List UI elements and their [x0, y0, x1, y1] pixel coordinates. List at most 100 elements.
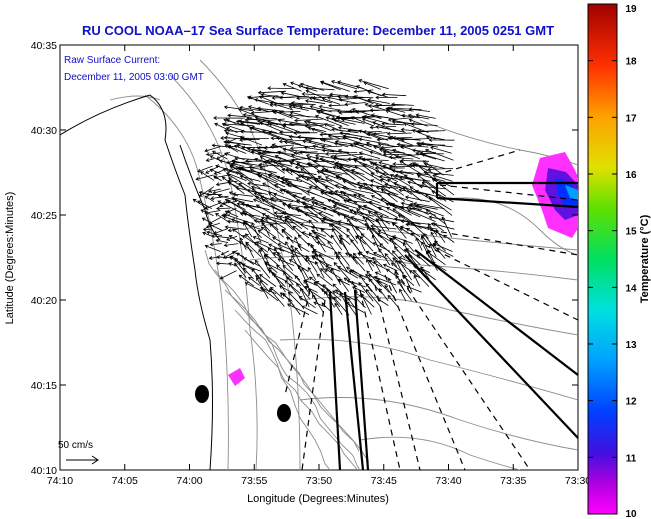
- current-vector: [349, 209, 374, 217]
- current-vector: [277, 118, 303, 125]
- current-vector: [407, 180, 429, 188]
- current-vector: [342, 136, 372, 148]
- current-vector: [258, 95, 278, 104]
- current-vector: [349, 143, 373, 153]
- current-vector: [365, 282, 381, 302]
- current-vector: [211, 143, 230, 148]
- current-vector: [387, 192, 414, 203]
- current-vector: [372, 132, 405, 141]
- current-vector: [273, 103, 294, 111]
- current-vector: [215, 164, 245, 176]
- current-vector: [202, 231, 212, 237]
- current-vector: [272, 271, 286, 293]
- current-vector: [398, 256, 415, 264]
- current-vector: [425, 194, 452, 211]
- colorbar-tick-label: 15: [625, 227, 637, 238]
- current-vector: [377, 206, 398, 218]
- current-vector: [284, 218, 301, 236]
- current-vector: [386, 207, 405, 218]
- current-vector: [324, 186, 348, 202]
- current-vector: [326, 95, 358, 104]
- current-vector: [392, 208, 415, 224]
- current-vector: [219, 270, 237, 280]
- current-vector: [290, 101, 316, 106]
- current-vector: [362, 163, 383, 174]
- current-vector: [280, 176, 303, 182]
- current-vector: [220, 250, 230, 256]
- current-vector: [316, 241, 335, 250]
- current-vector: [374, 103, 406, 108]
- current-vector: [304, 212, 334, 223]
- current-vector: [192, 198, 207, 209]
- current-vector: [308, 185, 334, 196]
- current-vector: [225, 127, 238, 134]
- current-vector: [344, 252, 359, 259]
- x-tick-label: 73:55: [241, 475, 267, 487]
- current-vector: [238, 241, 253, 252]
- current-vector: [209, 155, 221, 162]
- current-vector: [431, 178, 455, 196]
- current-vector: [366, 258, 373, 272]
- depth-contour: [244, 329, 358, 470]
- current-vector: [297, 244, 310, 253]
- current-vector: [399, 227, 413, 236]
- current-vector: [382, 172, 414, 181]
- colorbar-tick-label: 12: [625, 397, 637, 408]
- current-vector: [298, 150, 326, 155]
- current-vector: [398, 169, 430, 176]
- current-vector: [389, 237, 405, 252]
- current-vector: [251, 188, 269, 202]
- colorbar-tick-label: 18: [625, 57, 637, 68]
- current-vector: [288, 121, 316, 126]
- current-vector: [333, 118, 356, 125]
- x-tick-label: 73:30: [565, 475, 591, 487]
- current-vector: [259, 121, 284, 133]
- current-vector: [332, 283, 342, 294]
- current-vector: [399, 288, 407, 302]
- current-vector: [419, 184, 446, 190]
- current-vector: [341, 185, 374, 194]
- current-vector: [289, 161, 308, 168]
- bathymetry-contours: [109, 59, 578, 470]
- current-vector: [382, 263, 398, 272]
- current-vector: [288, 105, 309, 111]
- current-vector: [420, 141, 453, 148]
- current-vector: [258, 174, 286, 188]
- current-vector: [238, 274, 255, 287]
- current-vector: [342, 179, 374, 190]
- current-vector: [426, 226, 445, 237]
- current-vector: [206, 230, 223, 237]
- current-vector: [321, 302, 333, 313]
- current-vector: [247, 276, 260, 286]
- current-vector: [252, 198, 279, 211]
- colorbar: [587, 3, 618, 515]
- current-vector: [431, 261, 447, 272]
- current-vector: [258, 248, 270, 272]
- current-vector: [226, 235, 238, 241]
- current-vector: [391, 250, 407, 267]
- current-vector: [316, 273, 333, 287]
- current-vector: [256, 106, 285, 112]
- current-vector: [422, 160, 444, 176]
- current-vector: [253, 241, 269, 253]
- current-vector: [397, 280, 412, 301]
- depth-contour: [359, 436, 521, 470]
- current-vector: [334, 302, 343, 316]
- beam-dashed: [434, 149, 521, 176]
- beam-solid: [328, 291, 342, 470]
- depth-contour: [144, 94, 229, 470]
- colorbar-tick-label: 14: [625, 283, 637, 294]
- current-vector: [315, 236, 326, 253]
- beam-solid: [353, 289, 370, 470]
- current-vector: [232, 228, 245, 238]
- beam-dashed: [374, 284, 421, 470]
- current-vector: [330, 267, 342, 286]
- current-vector: [300, 174, 333, 182]
- current-vector: [388, 155, 414, 160]
- current-vector: [290, 244, 302, 266]
- current-vector: [303, 205, 326, 224]
- current-vector: [280, 180, 311, 190]
- current-vector: [241, 263, 261, 272]
- x-tick-label: 73:35: [500, 475, 526, 487]
- scale-arrow: [66, 455, 99, 465]
